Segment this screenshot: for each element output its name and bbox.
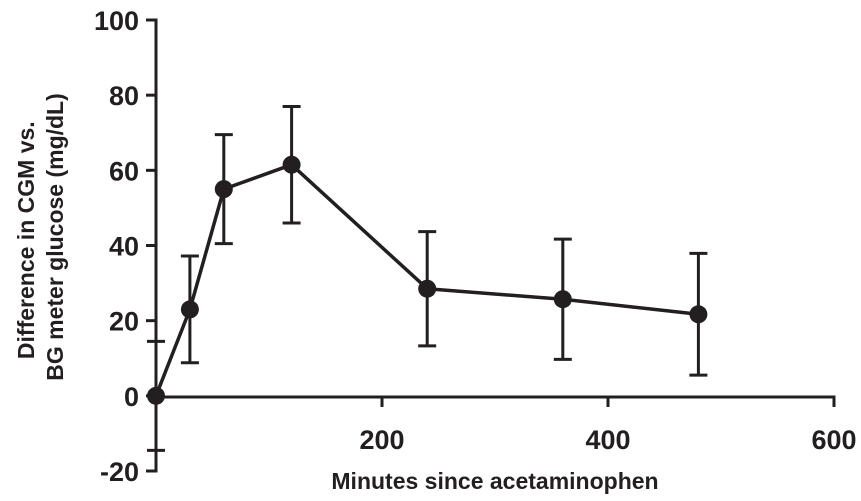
y-tick-label: 0 <box>124 382 139 412</box>
y-tick-label: 20 <box>109 307 139 337</box>
x-tick-label: 200 <box>359 425 404 455</box>
y-axis-title-line-1: Difference in CGM vs. <box>13 121 39 359</box>
data-point <box>553 290 572 309</box>
y-axis-title: Difference in CGM vs. BG meter glucose (… <box>13 93 68 381</box>
y-tick-label: 60 <box>109 156 139 186</box>
data-point <box>418 279 437 298</box>
y-tick-labels: -20 0 20 40 60 80 100 <box>94 6 139 487</box>
data-point <box>214 180 233 199</box>
x-tick-label: 400 <box>585 425 630 455</box>
axes <box>146 18 836 473</box>
x-tick-label: 600 <box>811 425 856 455</box>
data-point <box>689 305 708 324</box>
x-axis-title: Minutes since acetaminophen <box>331 468 658 494</box>
y-tick-label: 80 <box>109 81 139 111</box>
data-point <box>282 155 301 174</box>
y-axis-title-line-2: BG meter glucose (mg/dL) <box>42 93 68 381</box>
plot-area <box>147 104 708 452</box>
data-point <box>147 386 165 405</box>
y-tick-label: -20 <box>100 457 139 487</box>
data-point <box>180 300 199 319</box>
x-tick-labels: 200 400 600 <box>359 425 856 455</box>
y-tick-label: 40 <box>109 232 139 262</box>
y-tick-label: 100 <box>94 6 139 36</box>
